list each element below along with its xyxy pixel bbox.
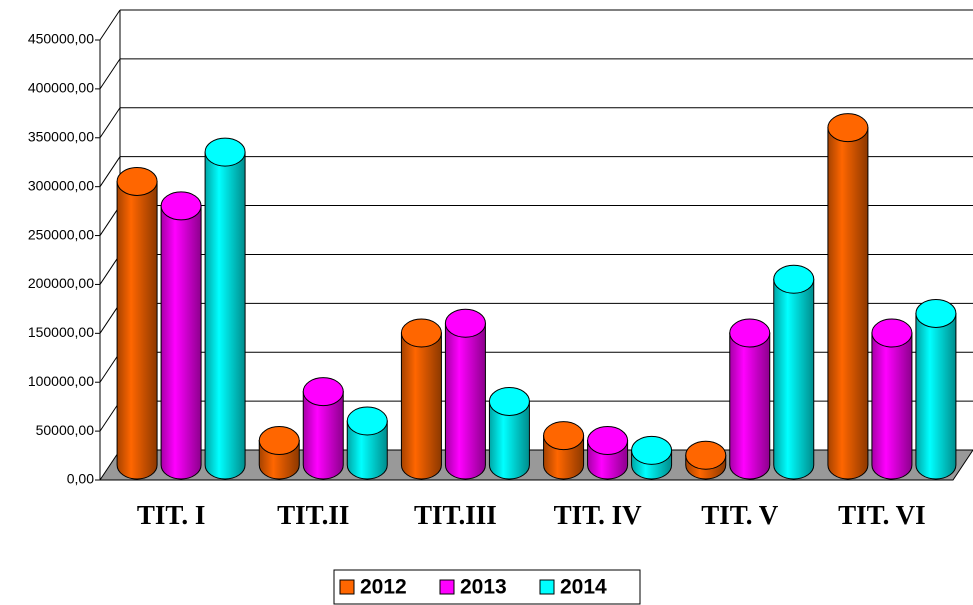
y-tick-label: 200000,00	[28, 275, 94, 291]
bar-top	[827, 113, 869, 143]
y-tick-label: 150000,00	[28, 324, 94, 340]
bar-top	[488, 386, 530, 416]
y-tick-label: 350000,00	[28, 128, 94, 144]
bar	[871, 318, 913, 480]
y-tick-label: 100000,00	[28, 373, 94, 389]
legend-label: 2012	[360, 576, 407, 599]
y-tick-label: 450000,00	[28, 31, 94, 47]
bar	[302, 377, 344, 480]
bar-shade	[117, 181, 158, 479]
bar	[587, 426, 629, 480]
grid-line	[99, 9, 121, 41]
bar-shade	[773, 279, 814, 479]
bar-shade	[347, 421, 388, 479]
bar-shade	[729, 333, 770, 479]
grid-line	[99, 156, 121, 187]
bar	[543, 421, 585, 480]
legend-box	[333, 569, 641, 605]
bar	[400, 318, 442, 480]
x-tick-label: TIT. IV	[554, 500, 643, 530]
bar-shade	[205, 152, 246, 479]
bar	[631, 435, 673, 480]
bar-shade	[303, 391, 344, 479]
x-tick-label: TIT.III	[414, 500, 497, 530]
bar-top	[400, 318, 442, 348]
x-tick-label: TIT.II	[277, 500, 349, 530]
bar	[827, 113, 869, 480]
bar-top	[204, 137, 246, 167]
bar	[258, 426, 300, 480]
bar	[116, 166, 158, 480]
bar-top	[116, 166, 158, 196]
legend-swatch	[339, 579, 355, 595]
y-tick-label: 250000,00	[28, 226, 94, 242]
bar-top	[258, 426, 300, 456]
bar	[204, 137, 246, 480]
bar-shade	[871, 333, 912, 479]
bar	[729, 318, 771, 480]
y-tick-label: 0,00	[67, 471, 94, 487]
x-tick-label: TIT. VI	[838, 500, 926, 530]
bar-shade	[161, 205, 202, 479]
x-tick-label: TIT. V	[701, 500, 779, 530]
grid-line	[99, 58, 121, 90]
bar-top	[346, 406, 388, 436]
legend-swatch	[439, 579, 455, 595]
bar-top	[729, 318, 771, 348]
bar	[444, 308, 486, 480]
bar-top	[871, 318, 913, 348]
bar-top	[631, 435, 673, 465]
bar	[915, 298, 957, 480]
bar-top	[773, 264, 815, 294]
bar	[488, 386, 530, 480]
bar-shade	[401, 333, 442, 479]
y-tick-label: 300000,00	[28, 177, 94, 193]
bar-shade	[445, 323, 486, 479]
bar-top	[915, 298, 957, 328]
legend-swatch	[539, 579, 555, 595]
bar-top	[302, 377, 344, 407]
bar-top	[160, 191, 202, 221]
bar	[773, 264, 815, 480]
x-tick-label: TIT. I	[137, 500, 206, 530]
legend-label: 2013	[460, 576, 507, 599]
bar	[685, 440, 727, 480]
y-tick-label: 50000,00	[36, 422, 95, 438]
legend-label: 2014	[560, 576, 607, 599]
bar-top	[543, 421, 585, 451]
bar-shade	[915, 313, 956, 479]
bar	[346, 406, 388, 480]
bar-top	[685, 440, 727, 470]
bar-top	[587, 426, 629, 456]
bar-shade	[827, 127, 868, 480]
bar-top	[444, 308, 486, 338]
grid-line	[99, 107, 121, 139]
bar	[160, 191, 202, 480]
y-tick-label: 400000,00	[28, 80, 94, 96]
bar-shade	[489, 401, 530, 480]
